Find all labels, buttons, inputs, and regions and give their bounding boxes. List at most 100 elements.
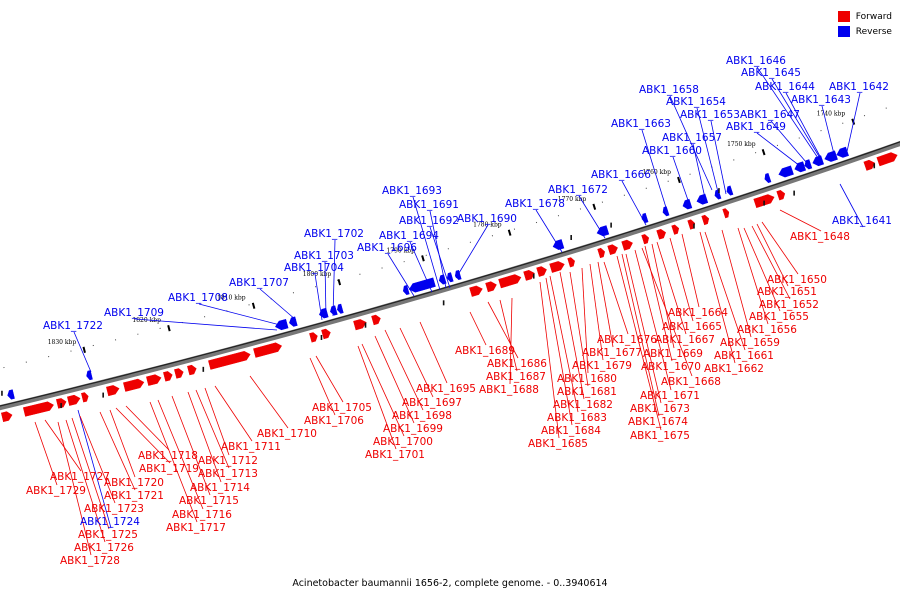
label-leader (672, 156, 691, 207)
label-leader (644, 245, 673, 362)
gene-label: ABK1_1710 (257, 428, 317, 440)
gene-label: ABK1_1715 (179, 495, 239, 507)
gene-label: ABK1_1706 (304, 415, 364, 427)
forward-gene-arrow (187, 364, 197, 376)
feature-tick (532, 273, 535, 279)
gene-label: ABK1_1712 (198, 455, 258, 467)
gene-label: ABK1_1687 (486, 371, 546, 383)
label-leader (171, 395, 211, 496)
label-leader (399, 327, 434, 398)
gene-label: ABK1_1716 (172, 509, 232, 521)
legend-forward: Forward (837, 9, 892, 24)
reverse-gene-arrow (86, 370, 93, 381)
reverse-gene-arrow (402, 285, 410, 296)
label-leader (634, 249, 672, 391)
gene-label: ABK1_1676 (597, 334, 657, 346)
forward-gene-arrow (469, 285, 483, 297)
genome-backbone (0, 103, 900, 411)
label-leader (756, 132, 801, 167)
gene-label: ABK1_1646 (726, 55, 786, 67)
label-leader (324, 261, 327, 319)
gene-label: ABK1_1659 (720, 337, 780, 349)
gene-label: ABK1_1653 (680, 109, 740, 121)
scale-tick-mark (761, 148, 766, 156)
reverse-gene-arrow (275, 318, 289, 331)
gene-label: ABK1_1664 (668, 307, 728, 319)
label-leader (469, 311, 487, 346)
gene-label: ABK1_1726 (74, 542, 134, 554)
gene-label: ABK1_1672 (548, 184, 608, 196)
forward-gene-arrow (641, 234, 650, 245)
label-leader (332, 239, 336, 317)
forward-gene-arrow (67, 394, 81, 406)
forward-gene-arrow (687, 219, 696, 230)
forward-gene-arrow (371, 314, 381, 326)
gene-label: ABK1_1720 (104, 477, 164, 489)
gene-label: ABK1_1671 (640, 390, 700, 402)
label-leader (79, 415, 116, 504)
gene-label: ABK1_1729 (26, 485, 86, 497)
gene-label: ABK1_1660 (642, 145, 702, 157)
legend-forward-label: Forward (855, 11, 892, 22)
reverse-swatch (837, 26, 850, 37)
gene-label: ABK1_1677 (582, 347, 642, 359)
label-leader (699, 231, 736, 364)
reverse-gene-arrow (337, 303, 344, 314)
legend: Forward Reverse (837, 9, 892, 39)
label-leader (839, 183, 864, 228)
label-leader (559, 271, 585, 400)
gene-label: ABK1_1681 (557, 386, 617, 398)
label-leader (499, 299, 518, 372)
scale-tick-mark (337, 279, 342, 286)
gene-label: ABK1_1684 (541, 425, 601, 437)
scale-tick-mark (507, 229, 512, 236)
label-leader (569, 271, 589, 387)
gene-label: ABK1_1725 (78, 529, 138, 541)
reverse-gene-arrow (7, 389, 15, 400)
forward-gene-arrow (656, 229, 666, 240)
label-leader (581, 267, 589, 374)
label-leader (357, 345, 397, 450)
reverse-gene-arrow (682, 198, 693, 210)
gene-label: ABK1_1656 (737, 324, 797, 336)
reverse-gene-arrow (726, 185, 734, 196)
gene-label: ABK1_1683 (547, 412, 607, 424)
forward-gene-arrow (123, 378, 145, 392)
label-leader (681, 233, 700, 308)
gene-label: ABK1_1685 (528, 438, 588, 450)
label-leader (57, 421, 92, 556)
forward-gene-arrow (549, 261, 565, 273)
forward-gene-arrow (607, 244, 618, 255)
label-leader (314, 273, 323, 321)
gene-label: ABK1_1699 (383, 423, 443, 435)
forward-gene-arrow (876, 152, 898, 167)
gene-label: ABK1_1648 (790, 231, 850, 243)
label-leader (374, 335, 415, 424)
reverse-gene-arrow (764, 172, 772, 183)
label-leader (509, 297, 513, 385)
label-leader (412, 196, 441, 291)
scale-tick-label: 1770 kbp (558, 196, 587, 203)
forward-gene-arrow (81, 392, 89, 403)
label-leader (34, 421, 58, 486)
label-leader (821, 105, 836, 159)
forward-gene-arrow (353, 319, 367, 331)
forward-gene-arrow (0, 411, 13, 422)
label-leader (429, 210, 447, 289)
forward-gene-arrow (701, 214, 710, 226)
backbone-line (0, 140, 900, 411)
gene-label: ABK1_1658 (639, 84, 699, 96)
label-leader (157, 399, 204, 510)
feature-tick (873, 163, 876, 169)
gene-label: ABK1_1668 (661, 376, 721, 388)
label-leader (761, 221, 799, 275)
gene-label: ABK1_1723 (84, 503, 144, 515)
label-leader (656, 241, 687, 335)
label-leader (535, 209, 563, 253)
label-leader (65, 419, 106, 543)
scale-tick-label: 1820 kbp (132, 317, 161, 324)
scale-tick-mark (251, 302, 256, 309)
gene-label: ABK1_1641 (832, 215, 892, 227)
